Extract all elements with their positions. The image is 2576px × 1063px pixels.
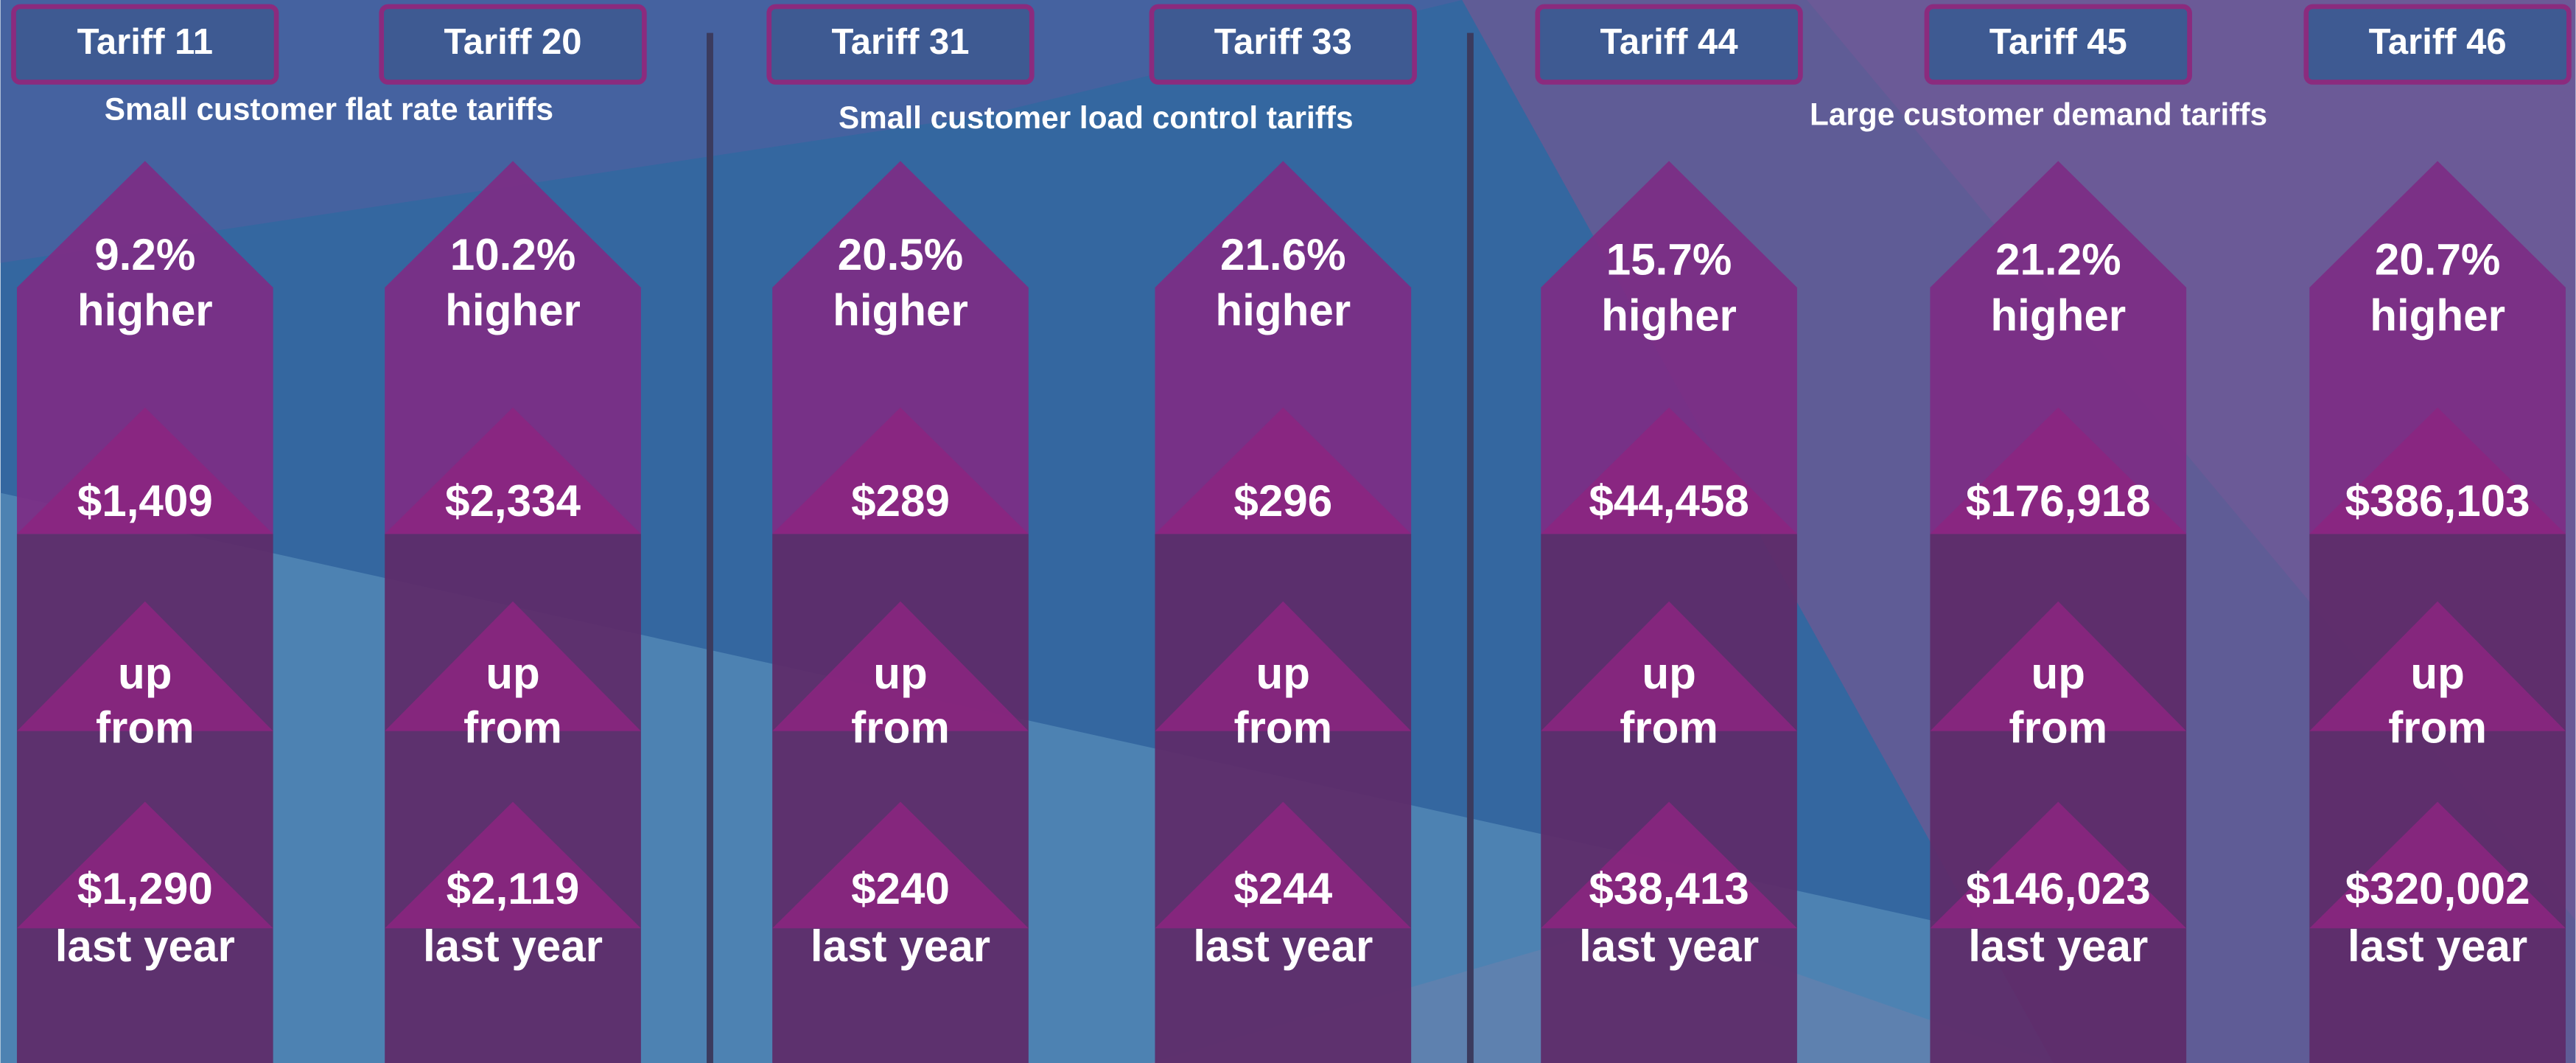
arrow-chevron [1155,801,1412,929]
tariff-box [1535,4,1803,85]
direction: higher [1215,286,1351,335]
link-top: up [873,649,928,698]
arrow-upper [385,161,641,534]
previous-label: last year [1579,921,1759,971]
arrow-chevron [1930,801,2187,929]
bill: $386,103 [2345,476,2530,526]
direction: higher [2370,290,2505,340]
direction: higher [1601,290,1737,340]
previous-label: last year [1968,921,2148,971]
previous-label: last year [423,921,603,971]
arrow-chevron [385,407,641,534]
group-label: Small customer load control tariffs [839,100,1354,135]
link-top: up [1642,649,1696,698]
group-label: Small customer flat rate tariffs [105,92,553,127]
tariff-box [1924,4,2192,85]
change: 21.2% [1995,234,2121,284]
direction: higher [77,286,213,335]
tariff-box [11,4,279,85]
link-bottom: from [463,703,562,753]
change: 10.2% [450,230,576,279]
group-label: Large customer demand tariffs [1810,97,2267,131]
change: 21.6% [1220,230,1346,279]
tariff-name: Tariff 20 [444,22,582,62]
direction: higher [1990,290,2126,340]
tariff-box [766,4,1035,85]
arrow-upper [2309,161,2566,534]
previous-label: last year [811,921,990,971]
bill: $1,409 [77,476,213,526]
arrow-upper [1541,161,1797,534]
arrow-chevron [772,601,1029,731]
change: 20.5% [838,230,964,279]
tariff-box [379,4,647,85]
previous: $1,290 [77,864,213,913]
link-bottom: from [2009,703,2107,753]
arrow-chevron [772,407,1029,534]
previous-label: last year [55,921,235,971]
link-bottom: from [1620,703,1718,753]
previous: $244 [1233,864,1332,913]
link-bottom: from [1233,703,1332,753]
arrow-chevron [16,407,273,534]
arrow-upper [772,161,1029,534]
arrow-upper [1155,161,1412,534]
previous-label: last year [1193,921,1373,971]
link-bottom: from [96,703,195,753]
arrow-chevron [1541,801,1797,929]
arrow-upper [16,161,273,534]
arrow-chevron [772,801,1029,929]
link-bottom: from [851,703,950,753]
previous: $146,023 [1966,864,2151,913]
tariff-name: Tariff 46 [2369,22,2507,62]
arrow-upper [1930,161,2187,534]
tariff-name: Tariff 33 [1214,22,1352,62]
link-bottom: from [2388,703,2487,753]
change: 15.7% [1606,234,1732,284]
link-top: up [2410,649,2465,698]
arrow-chevron [2309,601,2566,731]
arrow-chevron [1155,407,1412,534]
tariff-name: Tariff 11 [77,22,213,62]
bill: $176,918 [1966,476,2151,526]
arrow-chevron [1930,407,2187,534]
change: 9.2% [94,230,195,279]
arrow-chevron [2309,407,2566,534]
previous-label: last year [2348,921,2527,971]
arrow-chevron [1930,601,2187,731]
previous: $240 [851,864,950,913]
tariff-box [2303,4,2572,85]
previous: $2,119 [447,864,580,913]
direction: higher [833,286,968,335]
tariff-box [1149,4,1417,85]
link-top: up [2031,649,2086,698]
link-top: up [486,649,540,698]
arrow-chevron [2309,801,2566,929]
arrow-chevron [1541,601,1797,731]
direction: higher [445,286,581,335]
bill: $289 [851,476,950,526]
bill: $44,458 [1589,476,1749,526]
previous: $38,413 [1589,864,1749,913]
tariff-name: Tariff 31 [831,22,969,62]
tariff-name: Tariff 45 [1989,22,2127,62]
link-top: up [1256,649,1311,698]
bill: $296 [1233,476,1332,526]
arrow-chevron [1541,407,1797,534]
link-top: up [118,649,172,698]
bill: $2,334 [445,476,581,526]
arrow-chevron [385,801,641,929]
change: 20.7% [2375,234,2501,284]
previous: $320,002 [2345,864,2530,913]
arrow-chevron [16,801,273,929]
tariff-name: Tariff 44 [1600,22,1738,62]
background-shape [0,0,1463,263]
arrow-chevron [16,601,273,731]
arrow-chevron [385,601,641,731]
arrow-chevron [1155,601,1412,731]
